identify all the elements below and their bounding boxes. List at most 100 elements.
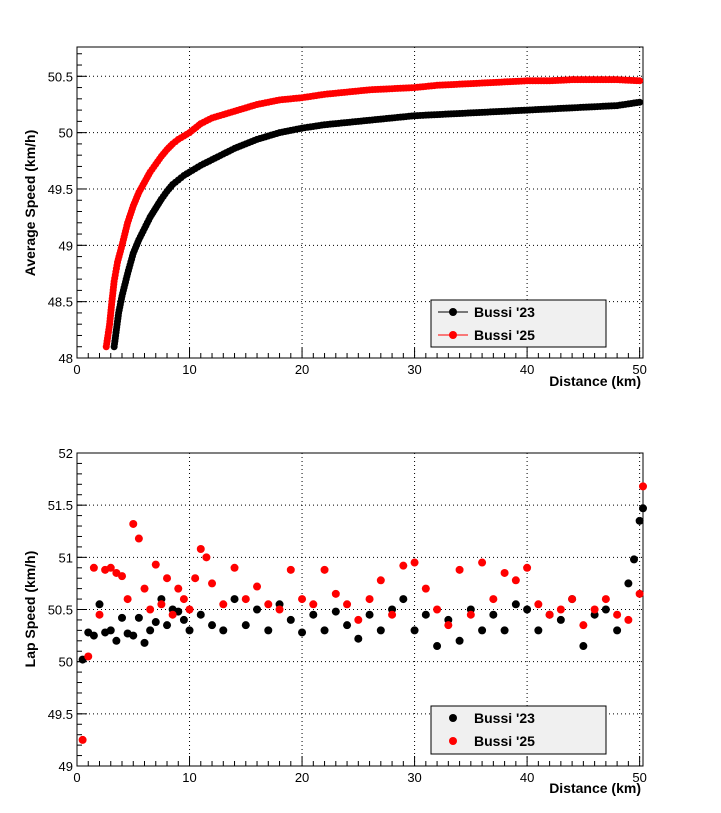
axis-ticks: 0 10 20 30 40 50 48 48.5 49 49.5 50 50.5	[48, 53, 647, 377]
data-point-bussi-25	[478, 558, 487, 567]
data-point-bussi-25	[78, 735, 87, 744]
y-tick-label: 48	[59, 351, 73, 366]
data-point-bussi-25	[129, 519, 138, 528]
y-tick-label: 50.5	[48, 603, 73, 618]
y-tick-label: 50.5	[48, 69, 73, 84]
data-point-bussi-23	[106, 626, 115, 635]
data-point-bussi-23	[478, 626, 487, 635]
data-point-bussi-23	[146, 626, 155, 635]
y-tick-label: 50	[59, 655, 73, 670]
data-point-bussi-25	[601, 595, 610, 604]
data-point-bussi-23	[309, 610, 318, 619]
legend-label-bussi-23: Bussi '23	[474, 710, 535, 726]
data-point-bussi-23	[298, 628, 307, 637]
data-point-bussi-23	[264, 626, 273, 635]
data-point-bussi-25	[444, 621, 453, 630]
data-point-bussi-23	[219, 626, 228, 635]
data-point-bussi-25	[275, 605, 284, 614]
data-point-bussi-23	[286, 615, 295, 624]
data-point-bussi-23	[331, 607, 340, 616]
data-point-bussi-25	[140, 584, 149, 593]
data-point-bussi-23	[579, 642, 588, 651]
data-point-bussi-25	[157, 600, 166, 609]
data-point-bussi-23	[151, 618, 160, 627]
data-point-bussi-25	[376, 576, 385, 585]
data-point-bussi-23	[639, 504, 647, 513]
y-axis-title: Lap Speed (km/h)	[22, 551, 38, 668]
legend-label-bussi-25: Bussi '25	[474, 327, 535, 343]
data-point-bussi-25	[365, 595, 374, 604]
data-point-bussi-25	[523, 563, 532, 572]
data-point-bussi-23	[376, 626, 385, 635]
data-point-bussi-23	[523, 605, 532, 614]
legend-label-bussi-23: Bussi '23	[474, 304, 535, 320]
lap-speed-panel: 0 10 20 30 40 50 49 49.5 50 50.5 51 51.5 52 Distance…	[22, 446, 647, 796]
data-point-bussi-25	[219, 600, 228, 609]
data-point-bussi-23	[601, 605, 610, 614]
y-tick-label: 51.5	[48, 498, 73, 513]
data-point-bussi-23	[500, 626, 509, 635]
data-point-bussi-25	[89, 563, 98, 572]
x-tick-label: 20	[295, 770, 309, 785]
data-point-bussi-23	[320, 626, 329, 635]
data-point-bussi-23	[185, 626, 194, 635]
data-point-bussi-25	[151, 560, 160, 569]
data-point-bussi-25	[399, 561, 408, 570]
data-point-bussi-25	[590, 605, 599, 614]
data-point-bussi-25	[343, 600, 352, 609]
y-tick-label: 50	[59, 126, 73, 141]
data-point-bussi-25	[556, 605, 565, 614]
data-point-bussi-25	[500, 568, 509, 577]
data-point-bussi-25	[613, 610, 622, 619]
data-point-bussi-25	[635, 589, 644, 598]
data-point-bussi-23	[534, 626, 543, 635]
data-point-bussi-23	[433, 642, 442, 651]
legend: Bussi '23 Bussi '25	[430, 299, 607, 348]
data-point-bussi-25	[118, 572, 127, 581]
legend-label-bussi-25: Bussi '25	[474, 733, 535, 749]
data-point-bussi-25	[354, 615, 363, 624]
data-point-bussi-25	[191, 574, 200, 583]
data-point-bussi-23	[196, 610, 205, 619]
x-tick-label: 40	[520, 362, 534, 377]
data-point-bussi-25	[534, 600, 543, 609]
legend-marker-bussi-25	[449, 737, 457, 745]
data-point-bussi-23	[163, 621, 172, 630]
data-point-bussi-25	[286, 565, 295, 574]
y-tick-label: 52	[59, 446, 73, 461]
y-tick-label: 51	[59, 550, 73, 565]
data-point-bussi-25	[331, 589, 340, 598]
data-point-bussi-25	[95, 610, 104, 619]
data-point-bussi-23	[399, 595, 408, 604]
data-point-bussi-25	[196, 544, 205, 553]
grid-lines	[77, 453, 643, 766]
y-tick-label: 49	[59, 238, 73, 253]
data-point-bussi-23	[629, 555, 638, 564]
data-point-bussi-23	[613, 626, 622, 635]
data-point-bussi-23	[89, 631, 98, 640]
data-point-bussi-25	[84, 652, 93, 661]
data-point-bussi-23	[455, 636, 464, 645]
y-tick-label: 49.5	[48, 182, 73, 197]
data-point-bussi-23	[489, 610, 498, 619]
data-point-bussi-25	[185, 605, 194, 614]
data-point-bussi-25	[568, 595, 577, 604]
data-marks	[78, 482, 647, 744]
data-point-bussi-25	[433, 605, 442, 614]
data-point-bussi-23	[112, 636, 121, 645]
data-point-bussi-25	[230, 563, 239, 572]
x-tick-label: 30	[407, 770, 421, 785]
data-point-bussi-23	[365, 610, 374, 619]
data-point-bussi-25	[174, 584, 183, 593]
x-tick-label: 30	[407, 362, 421, 377]
data-point-bussi-23	[354, 634, 363, 643]
y-axis-title: Average Speed (km/h)	[22, 130, 38, 277]
data-point-bussi-23	[179, 615, 188, 624]
data-point-bussi-25	[624, 615, 633, 624]
data-point-bussi-25	[241, 595, 250, 604]
data-point-bussi-23	[556, 615, 565, 624]
data-point-bussi-25	[146, 605, 155, 614]
average-speed-panel: 0 10 20 30 40 50 48 48.5 49 49.5 50 50.5 Distance (…	[22, 46, 647, 389]
x-tick-label: 50	[632, 362, 646, 377]
